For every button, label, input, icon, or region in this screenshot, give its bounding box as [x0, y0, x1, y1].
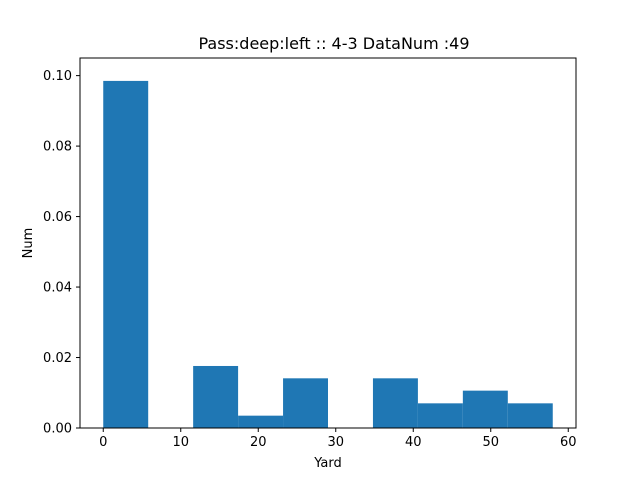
- x-tick-label: 40: [405, 435, 422, 450]
- histogram-bar: [283, 378, 328, 428]
- x-tick-label: 60: [560, 435, 577, 450]
- y-tick-label: 0.02: [43, 351, 72, 366]
- y-tick-label: 0.04: [43, 281, 72, 296]
- histogram-bar: [193, 365, 239, 428]
- histogram-bar: [238, 415, 284, 428]
- chart-title: Pass:deep:left :: 4-3 DataNum :49: [198, 34, 469, 53]
- x-axis-label: Yard: [313, 456, 342, 471]
- plot-frame: [79, 57, 577, 429]
- x-tick-label: 10: [172, 435, 189, 450]
- y-axis-ticks: 0.00 0.02 0.04 0.06 0.08 0.10: [43, 69, 80, 437]
- x-axis-ticks: 0 10 20 30 40 50 60: [99, 428, 577, 450]
- y-tick-label: 0.00: [43, 422, 72, 437]
- y-tick-label: 0.06: [43, 210, 72, 225]
- x-tick-label: 30: [327, 435, 344, 450]
- y-tick-label: 0.08: [43, 140, 72, 155]
- histogram-bar: [462, 390, 508, 428]
- bars-group: [103, 80, 553, 429]
- histogram-bar: [507, 403, 553, 428]
- x-tick-label: 0: [99, 435, 107, 450]
- x-tick-label: 20: [250, 435, 267, 450]
- histogram-bar: [372, 378, 418, 428]
- histogram-bar: [417, 403, 463, 428]
- histogram-bar: [103, 80, 149, 429]
- x-tick-label: 50: [482, 435, 499, 450]
- y-tick-label: 0.10: [43, 69, 72, 84]
- y-axis-label: Num: [21, 228, 36, 259]
